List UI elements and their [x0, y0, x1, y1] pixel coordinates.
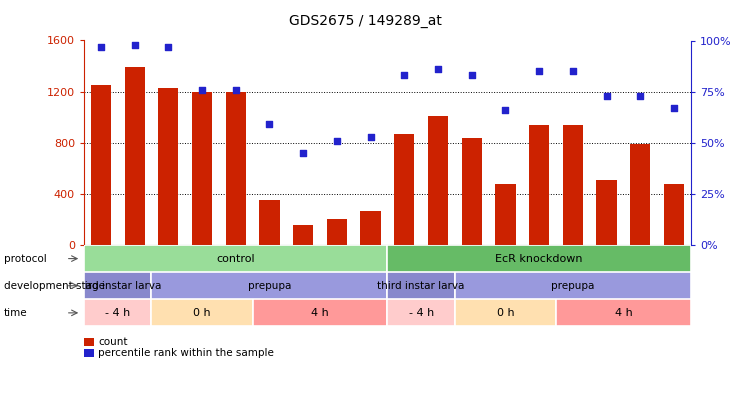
- Point: [499, 107, 511, 113]
- Text: - 4 h: - 4 h: [105, 308, 130, 318]
- Text: prepupa: prepupa: [551, 281, 594, 291]
- Point: [162, 43, 174, 50]
- Text: - 4 h: - 4 h: [409, 308, 433, 318]
- Bar: [563, 125, 583, 245]
- Bar: [596, 180, 617, 245]
- Point: [398, 72, 410, 79]
- Bar: [151, 299, 253, 326]
- Bar: [387, 299, 455, 326]
- Text: 4 h: 4 h: [615, 308, 632, 318]
- Bar: [529, 125, 549, 245]
- Bar: [84, 338, 94, 346]
- Point: [567, 68, 579, 75]
- Bar: [260, 200, 279, 245]
- Bar: [84, 272, 151, 299]
- Text: count: count: [98, 337, 127, 347]
- Text: third instar larva: third instar larva: [377, 281, 465, 291]
- Text: percentile rank within the sample: percentile rank within the sample: [98, 348, 274, 358]
- Bar: [253, 299, 387, 326]
- Bar: [124, 67, 145, 245]
- Point: [635, 92, 646, 99]
- Point: [264, 121, 276, 128]
- Bar: [84, 349, 94, 357]
- Point: [432, 66, 444, 72]
- Bar: [630, 144, 651, 245]
- Text: GDS2675 / 149289_at: GDS2675 / 149289_at: [289, 14, 442, 28]
- Bar: [151, 272, 387, 299]
- Bar: [455, 299, 556, 326]
- Text: development stage: development stage: [4, 281, 105, 291]
- Bar: [327, 220, 347, 245]
- Bar: [455, 272, 691, 299]
- Bar: [158, 88, 178, 245]
- Text: control: control: [216, 254, 255, 264]
- Point: [129, 41, 140, 48]
- Point: [668, 105, 680, 111]
- Bar: [556, 299, 691, 326]
- Text: protocol: protocol: [4, 254, 46, 264]
- Bar: [387, 245, 691, 272]
- Bar: [84, 299, 151, 326]
- Bar: [360, 211, 381, 245]
- Bar: [428, 116, 448, 245]
- Text: prepupa: prepupa: [248, 281, 291, 291]
- Bar: [192, 92, 212, 245]
- Point: [331, 137, 343, 144]
- Text: EcR knockdown: EcR knockdown: [496, 254, 583, 264]
- Bar: [387, 272, 455, 299]
- Point: [298, 150, 309, 156]
- Point: [533, 68, 545, 75]
- Point: [601, 92, 613, 99]
- Text: 0 h: 0 h: [193, 308, 211, 318]
- Text: 0 h: 0 h: [496, 308, 514, 318]
- Text: third instar larva: third instar larva: [74, 281, 162, 291]
- Point: [196, 86, 208, 93]
- Bar: [496, 184, 515, 245]
- Bar: [664, 184, 684, 245]
- Bar: [84, 245, 387, 272]
- Point: [365, 133, 376, 140]
- Bar: [293, 225, 314, 245]
- Bar: [91, 85, 111, 245]
- Point: [95, 43, 107, 50]
- Text: 4 h: 4 h: [311, 308, 329, 318]
- Point: [466, 72, 477, 79]
- Point: [230, 86, 241, 93]
- Bar: [226, 92, 246, 245]
- Text: time: time: [4, 308, 27, 318]
- Bar: [394, 134, 414, 245]
- Bar: [461, 138, 482, 245]
